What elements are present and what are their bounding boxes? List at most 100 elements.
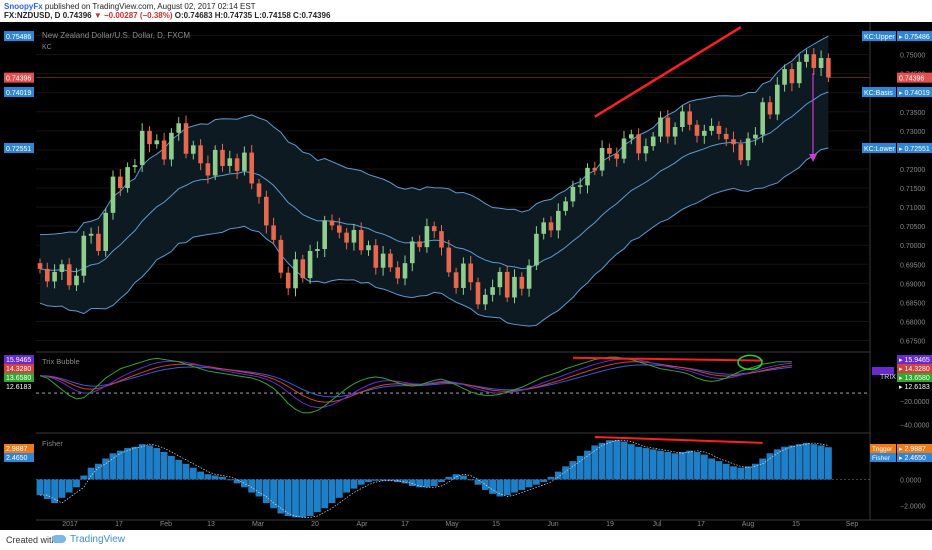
candle-body (490, 287, 495, 295)
fisher-bar (752, 463, 759, 480)
fisher-bar (138, 444, 146, 480)
last-price-badge-text: 0.74396 (899, 76, 924, 83)
candle-body (548, 222, 554, 231)
candle-body (650, 136, 656, 147)
candle-body (366, 245, 371, 251)
candle-body (183, 123, 189, 154)
time-tick-label: 19 (606, 521, 614, 528)
candle-body (745, 138, 751, 161)
fisher-bar (350, 479, 358, 489)
time-tick-label: 15 (492, 521, 500, 528)
trix-right-badge (897, 364, 932, 373)
time-tick-label: 17 (115, 521, 123, 528)
highlight-ellipse (737, 354, 763, 371)
fisher-bar (80, 475, 88, 480)
candle-body (96, 233, 101, 251)
candle-body (176, 123, 181, 133)
fisher-bar (343, 479, 350, 493)
time-tick-label: 13 (207, 521, 215, 528)
candle-body (198, 145, 203, 164)
candle-body (643, 146, 649, 154)
footer: Created with TradingView (0, 530, 932, 550)
tradingview-brand[interactable]: TradingView (70, 534, 126, 545)
fisher-bar (262, 479, 270, 503)
fisher-bar (503, 479, 511, 496)
kc-channel-fill (40, 36, 829, 327)
fisher-right-badge (897, 453, 932, 462)
candle-body (767, 102, 773, 115)
fisher-bar (533, 479, 540, 485)
fisher-bar (321, 479, 329, 509)
trix-right-badge-text: ▸ 13.6580 (899, 375, 930, 382)
chart-canvas[interactable]: 0.755000.750000.745000.740000.735000.730… (0, 22, 932, 530)
price-tick-label: 0.73000 (900, 129, 925, 136)
candle-body (249, 152, 254, 184)
candle-body (234, 158, 240, 171)
fisher-title: Fisher (42, 439, 63, 448)
fisher-bar (248, 479, 256, 493)
left-price-badge-text: 0.74019 (6, 90, 31, 97)
fisher-bar (700, 454, 708, 480)
candle-body (322, 220, 327, 250)
candle-body (395, 267, 400, 279)
candle-body (66, 264, 72, 286)
trix-left-badge-text: 12.6183 (6, 384, 31, 391)
price-tick-label: 0.69500 (900, 262, 925, 269)
symbol-line: FX:NZDUSD, D 0.74396 ▼ −0.00287 (−0.38%)… (4, 11, 330, 20)
author-link[interactable]: SnoopyFx (4, 2, 43, 11)
chart-area[interactable]: 0.755000.750000.745000.740000.735000.730… (0, 22, 932, 530)
fisher-bar (401, 479, 409, 484)
fisher-bar (642, 448, 650, 480)
fisher-bar (825, 447, 832, 480)
trendline-trix (572, 356, 763, 362)
candle-body (191, 145, 196, 154)
left-price-badge (4, 142, 34, 153)
fisher-bar (773, 449, 781, 480)
trix-red-line (39, 361, 792, 403)
candle-body (205, 163, 211, 176)
time-tick-label: 2017 (62, 521, 78, 528)
candle-body (81, 235, 87, 276)
fisher-bar (189, 467, 197, 480)
fisher-bar (255, 479, 263, 497)
candle-body (789, 69, 795, 84)
fisher-bar (489, 479, 496, 494)
candles (37, 48, 831, 311)
fisher-bar (744, 466, 752, 480)
fisher-bar (511, 479, 518, 493)
time-tick-label: Feb (160, 521, 172, 528)
fisher-bar (124, 448, 131, 480)
fisher-bar (576, 455, 584, 480)
fisher-bar (58, 479, 66, 498)
candle-body (74, 275, 79, 286)
fisher-bar (219, 476, 226, 480)
fisher-trigger-line (40, 439, 829, 518)
fisher-bar (452, 474, 460, 480)
candle-body (110, 176, 116, 213)
candle-body (147, 130, 152, 145)
fisher-bar (102, 458, 110, 480)
candle-body (37, 263, 43, 269)
time-tick-label: Jun (547, 521, 558, 528)
candle-body (526, 265, 532, 289)
fisher-bar (649, 449, 657, 480)
candle-body (242, 152, 247, 171)
candle-body (753, 134, 758, 139)
candle-body (577, 185, 583, 187)
fisher-bar (284, 479, 292, 517)
candle-body (161, 140, 167, 160)
candle-body (410, 241, 415, 264)
fisher-bar (737, 467, 745, 480)
candle-body (307, 250, 313, 279)
candle-body (570, 186, 576, 202)
candle-body (614, 153, 619, 159)
candle-body (621, 138, 627, 159)
fisher-bar (693, 452, 701, 480)
fisher-tick-label: −2.0000 (900, 504, 926, 511)
candle-body (607, 148, 612, 154)
price-tick-label: 0.70500 (900, 224, 925, 231)
fisher-bar (116, 450, 124, 480)
last-price: 0.74396 (62, 11, 92, 20)
candle-body (782, 69, 787, 85)
price-tick-label: 0.72000 (900, 167, 925, 174)
